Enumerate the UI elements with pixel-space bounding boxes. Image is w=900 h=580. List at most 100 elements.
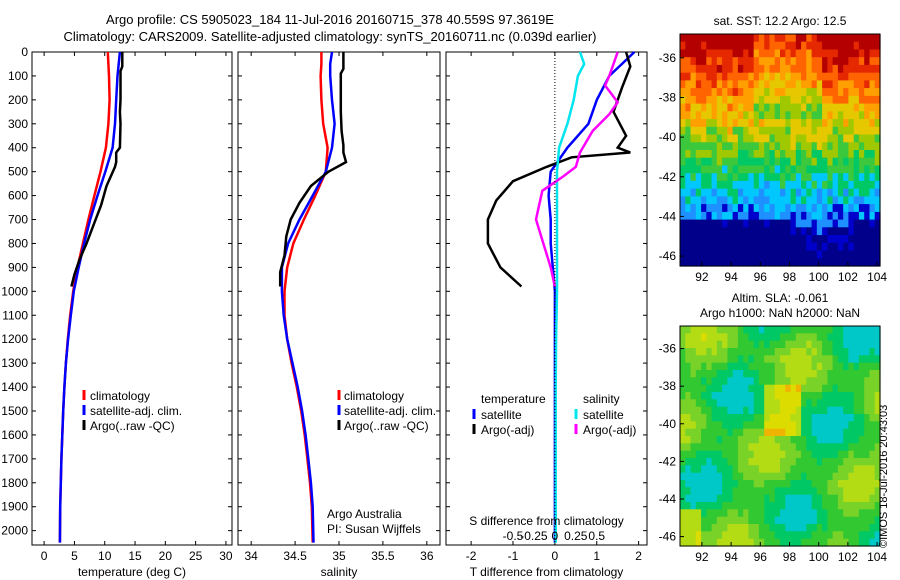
map-cell [858, 157, 865, 166]
map-cell [716, 41, 723, 50]
map-cell [853, 414, 860, 422]
map-cell [769, 428, 776, 437]
map-cell [732, 34, 739, 43]
map-cell [737, 88, 744, 97]
map-cell [716, 458, 723, 466]
map-cell [711, 428, 718, 437]
map-cell [780, 211, 786, 221]
map-cell [695, 494, 702, 503]
map-cell [790, 450, 797, 459]
map-cell [753, 126, 760, 136]
map-cell [716, 333, 723, 342]
map-cell [748, 134, 755, 143]
series-line-2 [554, 51, 586, 543]
map-cell [843, 384, 850, 393]
map-cell [685, 362, 692, 371]
map-cell [701, 399, 707, 408]
map-cell [837, 443, 844, 452]
map-cell [843, 72, 850, 81]
map-cell [795, 211, 802, 221]
map-cell [795, 150, 802, 159]
map-cell [806, 49, 813, 58]
map-cell [822, 465, 828, 474]
map-cell [843, 326, 850, 334]
map-cell [732, 414, 739, 422]
map-cell [858, 436, 865, 444]
map-cell [722, 142, 728, 151]
map-cell [874, 480, 881, 488]
map-cell [706, 95, 713, 105]
map-cell [785, 333, 792, 342]
map-cell [806, 57, 813, 66]
map-cell [748, 250, 755, 259]
map-cell [711, 196, 718, 205]
map-cell [743, 180, 750, 190]
map-cell [869, 428, 876, 437]
map-cell [695, 258, 702, 267]
map-cell [864, 340, 871, 349]
map-cell [864, 95, 871, 105]
map-cell [764, 384, 771, 393]
map-cell [837, 326, 844, 334]
map-cell [737, 242, 744, 252]
map-cell [758, 370, 765, 378]
map-cell [748, 64, 755, 74]
map-cell [780, 204, 786, 213]
map-cell [837, 64, 844, 74]
series-line-2 [278, 52, 348, 287]
map-cell [795, 406, 802, 415]
map-cell [874, 384, 881, 393]
map-cell [753, 333, 760, 342]
map-cell [774, 150, 781, 159]
map-cell [753, 80, 760, 89]
map-cell [748, 428, 755, 437]
map-cell [785, 524, 792, 532]
map-cell [685, 227, 692, 236]
map-cell [732, 538, 739, 547]
map-cell [716, 414, 723, 422]
map-cell [848, 235, 855, 244]
map-cell [848, 362, 855, 371]
map-cell [832, 531, 839, 540]
top-tick-label: 0 [552, 529, 559, 543]
map-cell [795, 235, 802, 244]
y-tick-label: 2000 [1, 524, 28, 538]
map-cell [827, 326, 834, 334]
map-cell [864, 211, 871, 221]
map-cell [732, 428, 739, 437]
map-cell [785, 370, 792, 378]
map-cell [806, 34, 813, 43]
map-cell [764, 235, 771, 244]
map-cell [716, 180, 723, 190]
map-cell [722, 196, 728, 205]
map-cell [732, 219, 739, 228]
map-cell [790, 134, 797, 143]
map-cell [758, 142, 765, 151]
map-cell [711, 258, 718, 267]
map-cell [690, 150, 697, 159]
map-cell [858, 384, 865, 393]
map-cell [737, 134, 744, 143]
map-cell [853, 480, 860, 488]
map-cell [743, 235, 750, 244]
map-cell [795, 57, 802, 66]
map-cell [685, 235, 692, 244]
map-cell [848, 340, 855, 349]
map-cell [685, 180, 692, 190]
map-cell [795, 531, 802, 540]
map-cell [874, 64, 881, 74]
map-cell [790, 103, 797, 112]
map-cell [737, 472, 744, 481]
map-cell [780, 487, 786, 496]
map-cell [722, 88, 728, 97]
map-cell [816, 428, 823, 437]
map-cell [869, 188, 876, 197]
map-cell [711, 494, 718, 503]
map-cell [690, 57, 697, 66]
map-cell [716, 157, 723, 166]
map-cell [737, 150, 744, 159]
map-cell [722, 465, 728, 474]
map-cell [801, 516, 807, 525]
map-cell [690, 458, 697, 466]
map-cell [853, 103, 860, 112]
